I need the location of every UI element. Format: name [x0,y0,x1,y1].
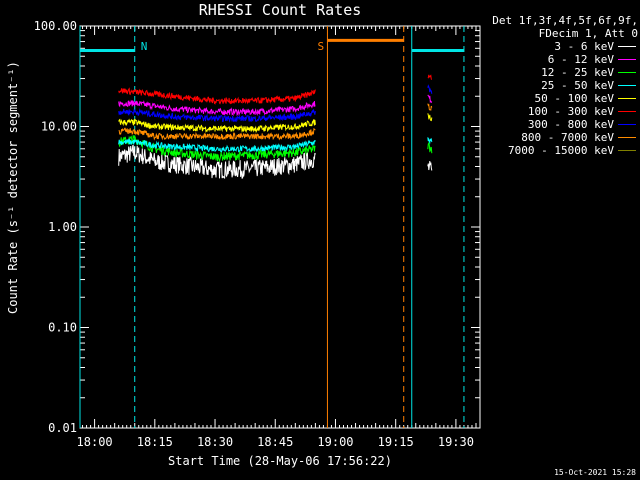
x-tick-label: 18:15 [137,435,173,449]
legend-entry: 6 - 12 keV [482,53,638,66]
legend-entry-label: 300 - 800 keV [527,118,614,131]
legend-entry-label: 12 - 25 keV [541,66,614,79]
legend-header-line2: FDecim 1, Att 0 [538,27,638,40]
series-line [118,103,433,141]
legend-entry: 25 - 50 keV [482,79,638,92]
series-line [118,137,433,153]
series-line [118,134,433,163]
legend-swatch [618,150,636,151]
legend-entry: 50 - 100 keV [482,92,638,105]
legend-swatch [618,124,636,125]
legend-swatch [618,137,636,138]
chart-title: RHESSI Count Rates [198,1,362,19]
marker-label: S [317,40,324,53]
series-line [118,84,433,123]
legend-entry: 800 - 7000 keV [482,131,638,144]
timestamp-footer: 15-Oct-2021 15:28 [554,468,636,477]
legend-entry: 300 - 800 keV [482,118,638,131]
x-tick-label: 18:30 [197,435,233,449]
legend-entry: 100 - 300 keV [482,105,638,118]
x-tick-label: 19:00 [317,435,353,449]
legend-entry: 3 - 6 keV [482,40,638,53]
series-line [118,144,433,179]
legend-header-line1: Det 1f,3f,4f,5f,6f,9f, [492,14,638,27]
legend: Det 1f,3f,4f,5f,6f,9f, FDecim 1, Att 0 3… [482,14,638,157]
legend-swatch [618,98,636,99]
x-tick-label: 18:00 [77,435,113,449]
y-tick-label: 100.00 [34,19,77,33]
series-line [118,74,433,105]
legend-entries: 3 - 6 keV 6 - 12 keV 12 - 25 keV 25 - 50 ke… [482,40,638,157]
x-tick-label: 18:45 [257,435,293,449]
y-tick-label: 0.10 [48,321,77,335]
legend-swatch [618,72,636,73]
legend-swatch [618,59,636,60]
y-tick-label: 1.00 [48,220,77,234]
legend-entry-label: 7000 - 15000 keV [508,144,614,157]
legend-entry-label: 6 - 12 keV [547,53,614,66]
legend-swatch [618,111,636,112]
legend-entry-label: 50 - 100 keV [534,92,614,105]
y-axis-label: Count Rate (s⁻¹ detector segment⁻¹) [6,61,20,314]
series-line [118,113,433,134]
legend-entry-label: 800 - 7000 keV [521,131,614,144]
x-axis-label: Start Time (28-May-06 17:56:22) [168,454,392,468]
legend-entry: 7000 - 15000 keV [482,144,638,157]
legend-entry-label: 3 - 6 keV [554,40,614,53]
legend-swatch [618,85,636,86]
plot-frame [79,25,481,429]
legend-swatch [618,46,636,47]
legend-entry-label: 100 - 300 keV [527,105,614,118]
y-tick-label: 10.00 [41,120,77,134]
series-line [118,94,433,117]
x-tick-label: 19:15 [378,435,414,449]
legend-entry-label: 25 - 50 keV [541,79,614,92]
legend-entry: 12 - 25 keV [482,66,638,79]
y-tick-label: 0.01 [48,421,77,435]
marker-label: N [141,40,148,53]
x-tick-label: 19:30 [438,435,474,449]
